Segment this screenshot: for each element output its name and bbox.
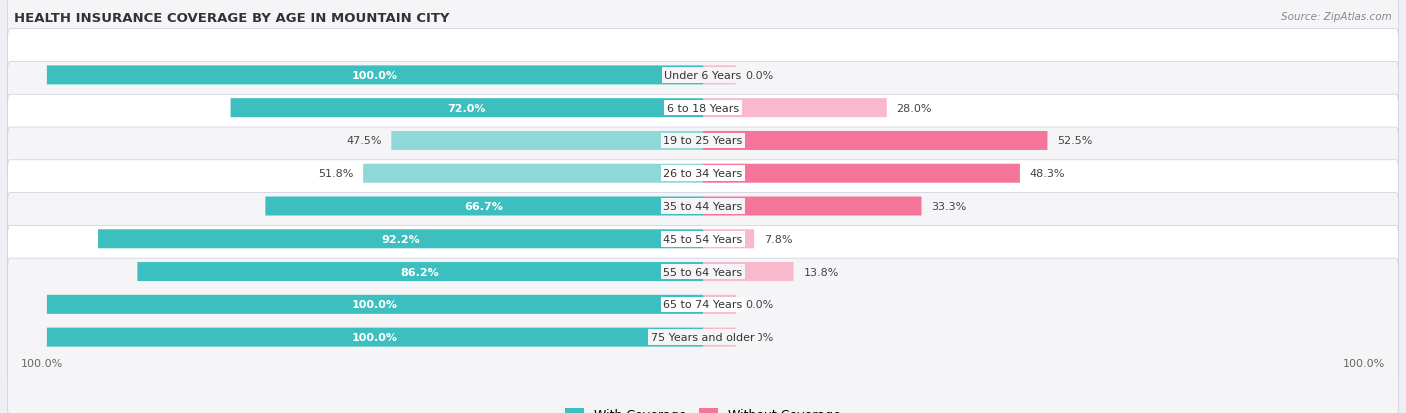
FancyBboxPatch shape <box>703 197 921 216</box>
FancyBboxPatch shape <box>703 99 887 118</box>
Text: Under 6 Years: Under 6 Years <box>665 71 741 81</box>
Text: 7.8%: 7.8% <box>763 234 793 244</box>
Text: 100.0%: 100.0% <box>352 332 398 342</box>
FancyBboxPatch shape <box>7 259 1399 413</box>
FancyBboxPatch shape <box>231 99 703 118</box>
Legend: With Coverage, Without Coverage: With Coverage, Without Coverage <box>561 404 845 413</box>
FancyBboxPatch shape <box>703 230 754 249</box>
Text: 65 to 74 Years: 65 to 74 Years <box>664 299 742 310</box>
FancyBboxPatch shape <box>46 328 703 347</box>
Text: 100.0%: 100.0% <box>1343 358 1385 368</box>
FancyBboxPatch shape <box>7 128 1399 285</box>
Text: HEALTH INSURANCE COVERAGE BY AGE IN MOUNTAIN CITY: HEALTH INSURANCE COVERAGE BY AGE IN MOUN… <box>14 12 450 25</box>
FancyBboxPatch shape <box>98 230 703 249</box>
Text: 66.7%: 66.7% <box>465 202 503 211</box>
Text: Source: ZipAtlas.com: Source: ZipAtlas.com <box>1281 12 1392 22</box>
Text: 47.5%: 47.5% <box>346 136 381 146</box>
FancyBboxPatch shape <box>7 30 1399 187</box>
FancyBboxPatch shape <box>703 164 1019 183</box>
FancyBboxPatch shape <box>46 66 703 85</box>
Text: 48.3%: 48.3% <box>1029 169 1066 179</box>
FancyBboxPatch shape <box>7 62 1399 220</box>
Text: 35 to 44 Years: 35 to 44 Years <box>664 202 742 211</box>
Text: 13.8%: 13.8% <box>803 267 839 277</box>
Text: 51.8%: 51.8% <box>318 169 353 179</box>
Text: 75 Years and older: 75 Years and older <box>651 332 755 342</box>
FancyBboxPatch shape <box>363 164 703 183</box>
Text: 52.5%: 52.5% <box>1057 136 1092 146</box>
Text: 72.0%: 72.0% <box>447 103 486 114</box>
FancyBboxPatch shape <box>7 95 1399 253</box>
Text: 0.0%: 0.0% <box>745 332 773 342</box>
Text: 6 to 18 Years: 6 to 18 Years <box>666 103 740 114</box>
Text: 28.0%: 28.0% <box>897 103 932 114</box>
FancyBboxPatch shape <box>703 262 793 281</box>
Text: 100.0%: 100.0% <box>21 358 63 368</box>
FancyBboxPatch shape <box>46 295 703 314</box>
Text: 0.0%: 0.0% <box>745 71 773 81</box>
FancyBboxPatch shape <box>391 132 703 151</box>
Text: 86.2%: 86.2% <box>401 267 440 277</box>
FancyBboxPatch shape <box>703 328 735 347</box>
Text: 26 to 34 Years: 26 to 34 Years <box>664 169 742 179</box>
Text: 19 to 25 Years: 19 to 25 Years <box>664 136 742 146</box>
FancyBboxPatch shape <box>703 66 735 85</box>
FancyBboxPatch shape <box>703 295 735 314</box>
Text: 55 to 64 Years: 55 to 64 Years <box>664 267 742 277</box>
FancyBboxPatch shape <box>7 193 1399 351</box>
FancyBboxPatch shape <box>7 0 1399 154</box>
Text: 45 to 54 Years: 45 to 54 Years <box>664 234 742 244</box>
FancyBboxPatch shape <box>7 226 1399 383</box>
FancyBboxPatch shape <box>266 197 703 216</box>
FancyBboxPatch shape <box>138 262 703 281</box>
Text: 100.0%: 100.0% <box>352 299 398 310</box>
Text: 0.0%: 0.0% <box>745 299 773 310</box>
Text: 92.2%: 92.2% <box>381 234 420 244</box>
Text: 100.0%: 100.0% <box>352 71 398 81</box>
FancyBboxPatch shape <box>7 160 1399 318</box>
Text: 33.3%: 33.3% <box>931 202 966 211</box>
FancyBboxPatch shape <box>703 132 1047 151</box>
